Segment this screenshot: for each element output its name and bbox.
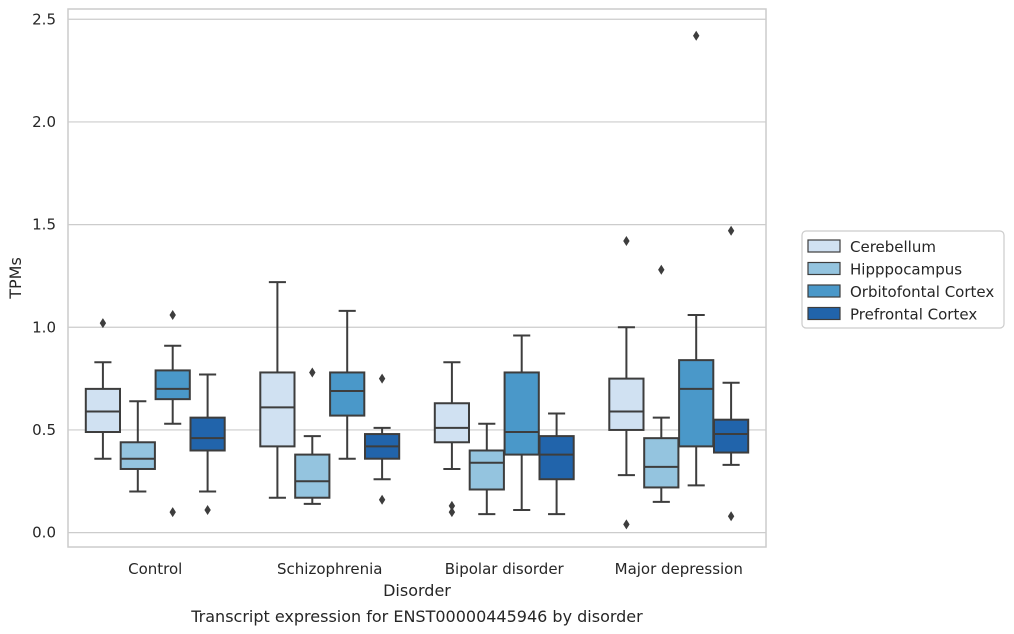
- y-tick-label: 2.0: [32, 113, 56, 131]
- box-orbitofontal-cortex: [154, 309, 191, 518]
- y-tick-label: 1.0: [32, 318, 56, 336]
- outlier-point: [169, 309, 176, 320]
- box-body: [678, 359, 715, 448]
- legend-swatch: [807, 239, 841, 253]
- outlier-point: [204, 505, 211, 516]
- box-layer: [84, 30, 750, 530]
- x-tick-label: Schizophrenia: [277, 560, 382, 578]
- legend: Cerebellum Hipppocampus Orbitofontal Corte…: [801, 230, 1005, 329]
- plot-frame: [67, 8, 767, 548]
- y-tick-label: 2.5: [32, 10, 56, 28]
- outlier-point: [623, 236, 630, 247]
- box-body: [294, 453, 331, 499]
- y-tick-labels: 0.0 0.5 1.0 1.5 2.0 2.5: [32, 10, 56, 541]
- box-hipppocampus: [119, 400, 156, 493]
- chart-caption: Transcript expression for ENST0000044594…: [190, 607, 643, 626]
- y-tick-label: 0.0: [32, 524, 56, 542]
- outlier-point: [727, 225, 735, 236]
- grid-layer: [68, 18, 766, 534]
- legend-swatch: [807, 261, 841, 276]
- outlier-point: [658, 264, 665, 275]
- box-orbitofontal-cortex: [503, 334, 540, 512]
- box-cerebellum: [259, 281, 296, 499]
- outlier-point: [169, 507, 176, 518]
- box-cerebellum: [84, 318, 122, 460]
- box-orbitofontal-cortex: [329, 309, 366, 460]
- legend-frame: [801, 230, 1005, 329]
- legend-swatch: [807, 284, 841, 298]
- box-cerebellum: [433, 361, 471, 518]
- box-cerebellum: [608, 236, 645, 530]
- box-body: [608, 377, 645, 431]
- box-body: [712, 418, 750, 454]
- box-body: [643, 437, 680, 489]
- outlier-point: [309, 367, 316, 378]
- box-body: [84, 387, 122, 434]
- box-prefrontal-cortex: [712, 225, 750, 522]
- box-body: [503, 371, 540, 456]
- box-body: [538, 435, 575, 481]
- box-body: [468, 449, 505, 491]
- box-body: [119, 441, 156, 470]
- box-body: [189, 416, 226, 452]
- y-axis-title: TPMs: [6, 257, 25, 300]
- x-tick-label: Major depression: [615, 560, 743, 578]
- outlier-point: [623, 519, 630, 530]
- outlier-point: [448, 500, 456, 511]
- box-prefrontal-cortex: [363, 373, 401, 505]
- box-orbitofontal-cortex: [678, 30, 715, 487]
- outlier-point: [378, 373, 386, 384]
- legend-label: Prefrontal Cortex: [850, 306, 977, 324]
- outlier-point: [448, 507, 456, 518]
- box-hipppocampus: [294, 367, 331, 505]
- legend-label: Orbitofontal Cortex: [850, 283, 994, 301]
- legend-label: Cerebellum: [850, 238, 936, 256]
- x-tick-label: Bipolar disorder: [445, 560, 565, 578]
- legend-label: Hipppocampus: [850, 261, 962, 279]
- outlier-point: [99, 318, 107, 329]
- box-body: [433, 402, 471, 444]
- box-body: [259, 371, 296, 448]
- box-hipppocampus: [643, 264, 680, 503]
- x-tick-label: Control: [128, 560, 182, 578]
- box-prefrontal-cortex: [189, 373, 226, 516]
- x-tick-labels: Control Schizophrenia Bipolar disorder Majo…: [128, 560, 743, 578]
- y-tick-label: 1.5: [32, 216, 56, 234]
- x-axis-title: Disorder: [383, 581, 451, 600]
- box-body: [329, 371, 366, 417]
- box-prefrontal-cortex: [538, 412, 575, 516]
- box-body: [154, 369, 191, 401]
- outlier-point: [693, 30, 700, 41]
- y-tick-label: 0.5: [32, 421, 56, 439]
- outlier-point: [727, 511, 735, 522]
- legend-swatch: [807, 306, 841, 321]
- outlier-point: [378, 494, 386, 505]
- box-hipppocampus: [468, 422, 505, 516]
